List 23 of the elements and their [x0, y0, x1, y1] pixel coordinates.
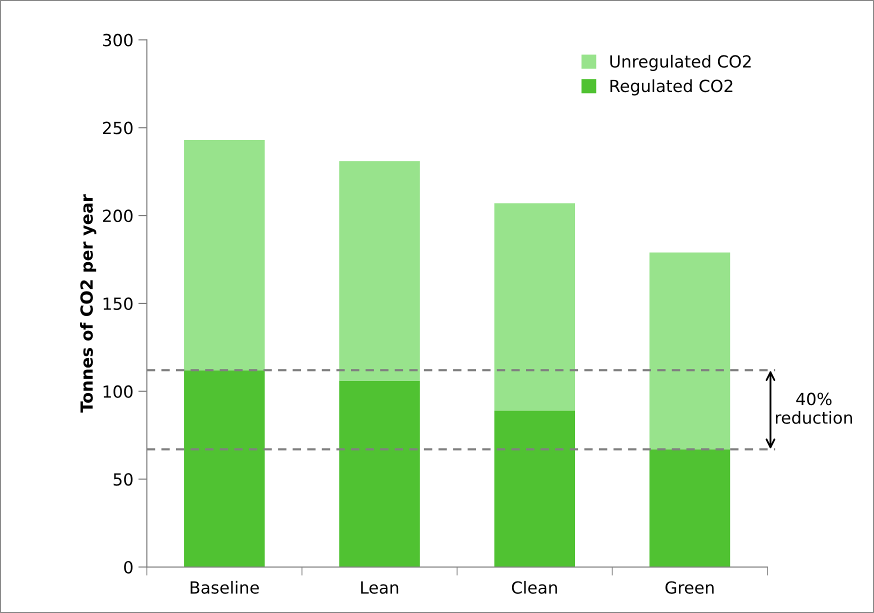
bar	[494, 410, 576, 568]
y-tick-label: 300	[103, 34, 133, 46]
legend-label: Unregulated CO2	[610, 54, 751, 71]
x-tick-label: Baseline	[190, 580, 259, 594]
y-tick-label: 150	[104, 297, 133, 310]
y-tick-label: 200	[103, 210, 133, 222]
y-tick-label: 0	[124, 560, 133, 574]
bar	[184, 370, 265, 568]
bar	[649, 252, 730, 450]
y-tick-label: 100	[104, 385, 133, 398]
legend-label: Regulated CO2	[610, 79, 732, 96]
bar	[649, 449, 730, 568]
x-tick-label: Green	[666, 581, 714, 594]
y-tick-label: 50	[114, 473, 133, 486]
bar	[184, 140, 265, 370]
bar	[339, 380, 420, 568]
y-axis-title: Tonnes of CO2 per year	[80, 194, 96, 413]
bar	[494, 203, 576, 411]
text: 40% reduction	[776, 392, 852, 424]
x-tick-label: Lean	[361, 581, 398, 594]
bar	[339, 161, 420, 381]
y-tick-label: 250	[103, 122, 133, 134]
x-tick-label: Clean	[512, 580, 557, 594]
